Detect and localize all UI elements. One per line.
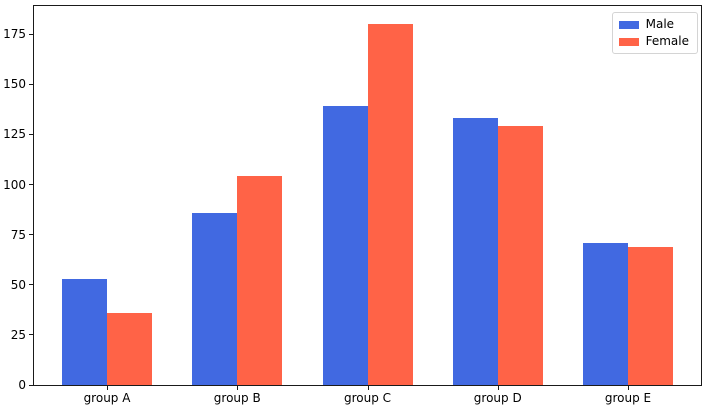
y-tick-mark bbox=[29, 334, 33, 336]
x-tick-mark bbox=[237, 386, 239, 390]
legend-swatch-male bbox=[618, 20, 639, 29]
legend-label: Female bbox=[645, 34, 689, 48]
y-tick-mark bbox=[29, 184, 33, 185]
y-tick-mark bbox=[29, 384, 33, 386]
x-tick-label: group D bbox=[473, 391, 522, 405]
x-tick-label: group E bbox=[604, 391, 652, 405]
y-tick-mark bbox=[29, 234, 33, 236]
x-tick-mark bbox=[497, 386, 499, 390]
bar-female-group-d bbox=[497, 126, 543, 385]
y-tick-label: 0 bbox=[18, 378, 26, 392]
x-tick-label: group A bbox=[83, 391, 131, 405]
bar-male-group-d bbox=[452, 118, 498, 385]
y-tick-label: 100 bbox=[3, 177, 26, 192]
y-tick-label: 75 bbox=[10, 227, 26, 242]
y-tick-mark bbox=[29, 284, 33, 286]
y-tick-label: 125 bbox=[3, 127, 26, 142]
legend-label: Male bbox=[645, 17, 675, 31]
y-tick-label: 175 bbox=[3, 27, 26, 42]
y-tick-label: 25 bbox=[10, 327, 26, 342]
bar-male-group-c bbox=[322, 106, 368, 385]
legend-item-female: Female bbox=[618, 34, 689, 48]
bar-male-group-a bbox=[62, 278, 107, 385]
y-tick-mark bbox=[29, 133, 33, 135]
legend-item-male: Male bbox=[618, 17, 689, 31]
x-tick-mark bbox=[628, 386, 629, 390]
y-tick-label: 150 bbox=[3, 77, 26, 92]
bars-layer bbox=[34, 6, 701, 385]
legend: Male Female bbox=[611, 12, 698, 54]
legend-swatch-female bbox=[618, 37, 639, 46]
x-tick-mark bbox=[367, 386, 369, 390]
bar-male-group-b bbox=[192, 212, 238, 385]
y-tick-label: 50 bbox=[10, 277, 26, 292]
bar-female-group-c bbox=[367, 24, 413, 385]
y-tick-mark bbox=[29, 33, 33, 35]
x-tick-mark bbox=[107, 386, 108, 390]
y-tick-mark bbox=[29, 83, 33, 85]
x-tick-label: group C bbox=[343, 391, 392, 405]
bar-female-group-b bbox=[237, 176, 283, 385]
bar-female-group-e bbox=[628, 246, 673, 385]
plot-area: Male Female bbox=[33, 5, 702, 386]
x-tick-label: group B bbox=[213, 391, 261, 405]
bar-male-group-e bbox=[583, 242, 628, 385]
bar-female-group-a bbox=[107, 312, 152, 385]
